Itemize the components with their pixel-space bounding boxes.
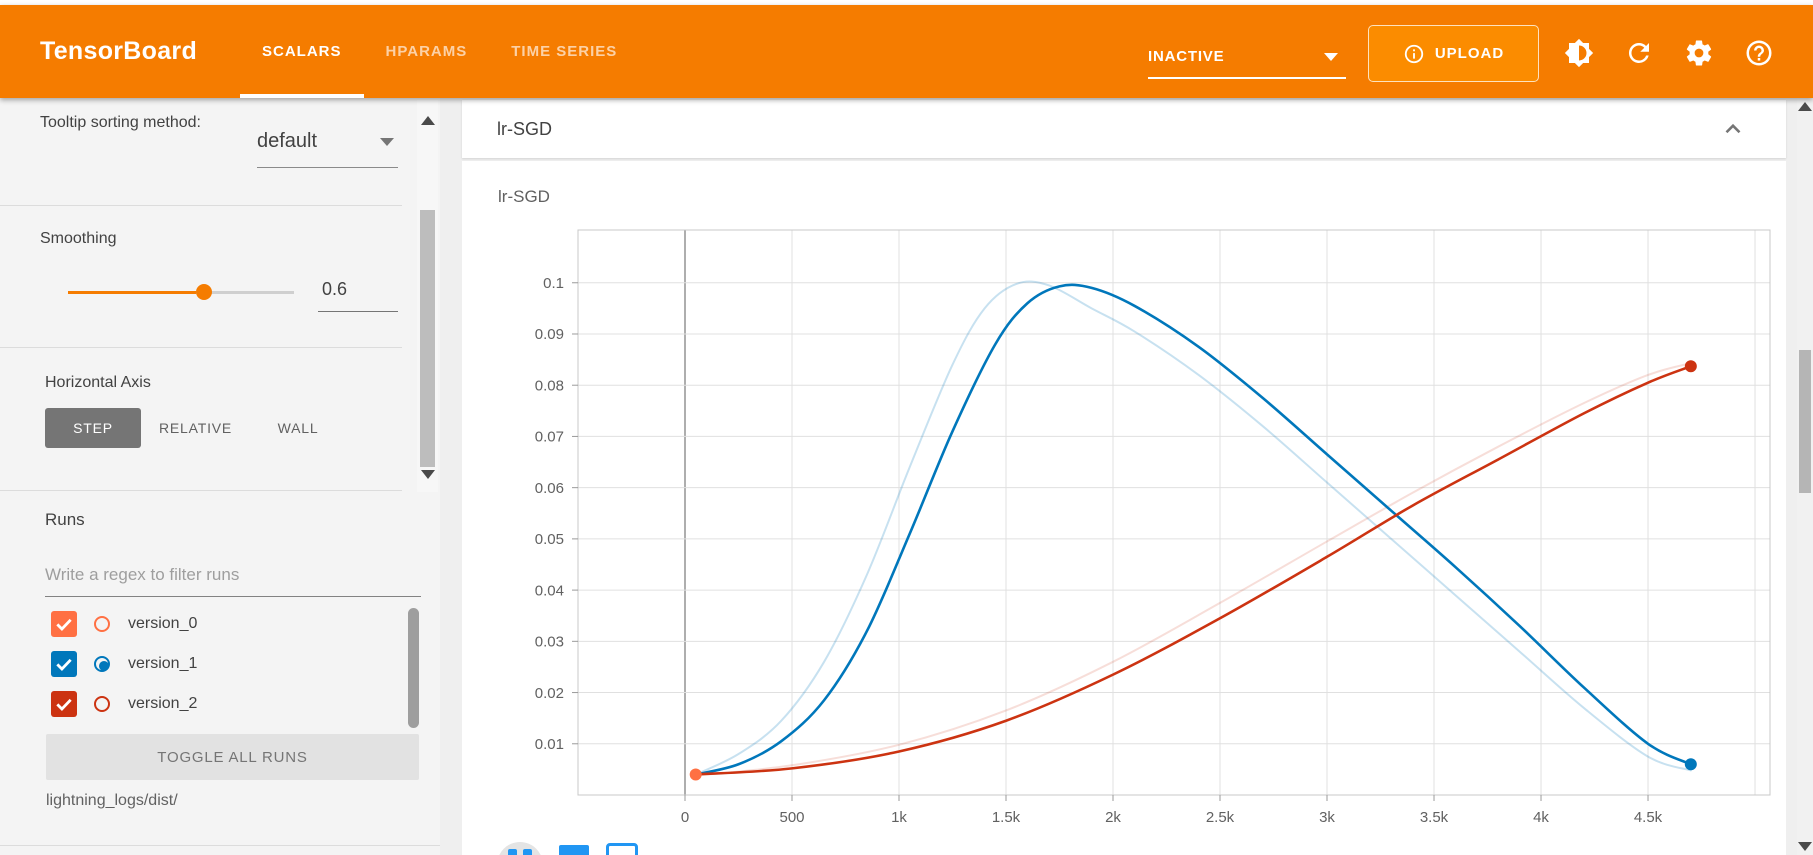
sidebar: Tooltip sorting method: default Smoothin…	[0, 98, 440, 855]
svg-text:0.07: 0.07	[535, 429, 564, 446]
divider	[0, 205, 402, 206]
svg-text:4.5k: 4.5k	[1634, 809, 1663, 826]
chevron-down-icon	[1324, 53, 1338, 61]
scroll-up-icon[interactable]	[420, 116, 435, 125]
horizontal-axis-options: STEP RELATIVE WALL	[45, 408, 346, 448]
app-header: TensorBoard SCALARS HPARAMS TIME SERIES IN…	[0, 5, 1813, 98]
upload-label: UPLOAD	[1434, 45, 1505, 62]
page-scrollbar[interactable]	[1797, 98, 1813, 855]
svg-text:0.04: 0.04	[535, 582, 564, 599]
svg-text:2.5k: 2.5k	[1206, 809, 1235, 826]
tooltip-sorting-value: default	[257, 130, 318, 152]
toggle-all-runs-button[interactable]: TOGGLE ALL RUNS	[46, 734, 419, 780]
line-chart[interactable]: 0.01 0.02 0.03 0.04 0.05 0.06 0.07 0.08 0.09 0.1 0…	[462, 161, 1786, 855]
axis-option-relative[interactable]: RELATIVE	[159, 420, 233, 436]
scroll-down-icon[interactable]	[1798, 842, 1812, 851]
chevron-up-icon	[1725, 123, 1741, 134]
top-strip	[0, 0, 1813, 5]
run-row-version_2: version_2	[45, 684, 405, 724]
svg-text:3.5k: 3.5k	[1420, 809, 1449, 826]
slider-fill	[68, 291, 196, 294]
axis-option-wall[interactable]: WALL	[277, 420, 319, 436]
chart-group-header[interactable]: lr-SGD	[462, 100, 1786, 158]
settings-icon[interactable]	[1684, 38, 1714, 68]
run-row-version_0: version_0	[45, 604, 405, 644]
upload-button[interactable]: UPLOAD	[1368, 25, 1539, 82]
run-status-dropdown[interactable]: INACTIVE	[1148, 35, 1346, 79]
info-icon	[1404, 44, 1424, 63]
refresh-icon[interactable]	[1624, 38, 1654, 68]
tensorboard-logo: TensorBoard	[40, 37, 198, 65]
svg-text:0: 0	[681, 809, 689, 826]
svg-text:0.02: 0.02	[535, 685, 564, 702]
svg-text:0.1: 0.1	[543, 275, 564, 292]
run-checkbox[interactable]	[51, 611, 77, 637]
tab-scalars[interactable]: SCALARS	[240, 5, 364, 98]
divider	[0, 845, 440, 846]
horizontal-axis-label: Horizontal Axis	[45, 374, 151, 391]
collapse-button[interactable]	[1720, 116, 1746, 142]
group-title: lr-SGD	[497, 118, 552, 139]
run-radio[interactable]	[94, 656, 110, 672]
tab-time-series[interactable]: TIME SERIES	[511, 43, 618, 60]
pin-icon	[523, 849, 532, 855]
page-scrollbar-thumb[interactable]	[1799, 350, 1811, 493]
run-row-version_1: version_1	[45, 644, 405, 684]
svg-text:0.05: 0.05	[535, 531, 564, 548]
run-checkbox[interactable]	[51, 651, 77, 677]
axis-option-step[interactable]: STEP	[45, 408, 141, 448]
run-label: version_0	[128, 615, 198, 632]
tooltip-sorting-dropdown[interactable]: default	[257, 116, 398, 168]
run-label: version_1	[128, 655, 198, 672]
tab-hparams[interactable]: HPARAMS	[385, 43, 468, 60]
settings-scrollbar[interactable]	[417, 100, 438, 492]
scroll-up-icon[interactable]	[1798, 102, 1812, 111]
svg-text:0.09: 0.09	[535, 326, 564, 343]
run-radio[interactable]	[94, 616, 110, 632]
run-checkbox[interactable]	[51, 691, 77, 717]
fit-domain-button[interactable]	[606, 843, 638, 855]
contrast-icon[interactable]	[1564, 38, 1594, 68]
svg-text:3k: 3k	[1319, 809, 1335, 826]
chart-card: lr-SGD 0.01 0.02 0.03 0.04 0.05 0.06 0.07 0.08 0…	[462, 161, 1786, 855]
runs-list: version_0 version_1 version_2	[45, 604, 405, 724]
pin-card-button[interactable]	[497, 842, 543, 855]
fullscreen-button[interactable]	[559, 845, 589, 855]
svg-text:500: 500	[779, 809, 804, 826]
svg-text:1.5k: 1.5k	[992, 809, 1021, 826]
run-radio[interactable]	[94, 696, 110, 712]
main-content: lr-SGD lr-SGD 0.01 0.02 0.03 0.04 0.05 0.06 0.…	[440, 98, 1797, 855]
svg-text:1k: 1k	[891, 809, 907, 826]
log-dir-label: lightning_logs/dist/	[46, 792, 178, 809]
pin-icon	[508, 849, 517, 855]
scroll-down-icon[interactable]	[420, 470, 435, 479]
help-icon[interactable]	[1744, 38, 1774, 68]
settings-scrollbar-thumb[interactable]	[420, 210, 435, 467]
runs-label: Runs	[45, 510, 85, 529]
smoothing-value-input[interactable]	[318, 268, 398, 312]
chevron-down-icon	[380, 138, 394, 146]
tooltip-sorting-label: Tooltip sorting method:	[40, 114, 201, 131]
run-label: version_2	[128, 695, 198, 712]
svg-text:0.03: 0.03	[535, 634, 564, 651]
svg-text:0.01: 0.01	[535, 736, 564, 753]
runs-scrollbar-thumb[interactable]	[408, 608, 419, 728]
run-status-value: INACTIVE	[1148, 47, 1225, 65]
svg-text:0.08: 0.08	[535, 377, 564, 394]
smoothing-slider[interactable]	[68, 284, 294, 300]
svg-text:0.06: 0.06	[535, 480, 564, 497]
divider	[0, 347, 402, 348]
divider	[0, 490, 402, 491]
runs-filter-input[interactable]	[45, 553, 421, 597]
slider-thumb[interactable]	[195, 284, 212, 300]
svg-text:4k: 4k	[1533, 809, 1549, 826]
nav-tabs: SCALARS HPARAMS TIME SERIES	[240, 5, 639, 98]
chart-title: lr-SGD	[498, 187, 550, 206]
smoothing-label: Smoothing	[40, 230, 117, 247]
svg-text:2k: 2k	[1105, 809, 1121, 826]
